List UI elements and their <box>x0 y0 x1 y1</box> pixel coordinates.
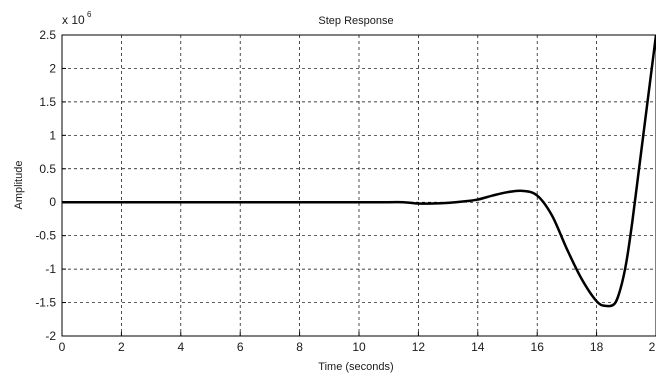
x-tick-label: 18 <box>590 340 604 354</box>
x-tick-label: 0 <box>59 340 66 354</box>
y-tick-label: -2 <box>45 329 56 343</box>
y-axis-label: Amplitude <box>13 161 25 210</box>
grid-layer <box>62 35 656 336</box>
x-tick-label: 6 <box>237 340 244 354</box>
x-tick-label: 10 <box>352 340 366 354</box>
chart-title: Step Response <box>318 15 393 27</box>
y-tick-label: 1 <box>49 128 56 142</box>
y-tick-label: -1.5 <box>35 296 56 310</box>
y-multiplier-base: x 10 <box>62 13 85 27</box>
y-tick-layer: -2 -1.5 -1 -0.5 0 0.5 1 1.5 2 2.5 <box>35 28 66 343</box>
x-tick-label: 14 <box>471 340 485 354</box>
x-tick-label: 2 <box>118 340 125 354</box>
y-tick-label: -0.5 <box>35 229 56 243</box>
x-tick-layer: 0 2 4 6 8 10 12 14 16 18 2 <box>59 332 656 354</box>
x-tick-label: 4 <box>177 340 184 354</box>
x-tick-label: 16 <box>531 340 545 354</box>
x-tick-label: 2 <box>649 340 656 354</box>
y-tick-label: 2 <box>49 61 56 75</box>
y-tick-label: 1.5 <box>39 95 56 109</box>
y-tick-label: 0.5 <box>39 162 56 176</box>
x-tick-label: 12 <box>412 340 426 354</box>
y-tick-label: 2.5 <box>39 28 56 42</box>
y-tick-label: -1 <box>45 262 56 276</box>
y-tick-label: 0 <box>49 195 56 209</box>
y-multiplier-exponent: 6 <box>87 10 92 19</box>
step-response-line <box>62 34 656 308</box>
x-axis-label: Time (seconds) <box>318 361 393 373</box>
x-tick-label: 8 <box>296 340 303 354</box>
